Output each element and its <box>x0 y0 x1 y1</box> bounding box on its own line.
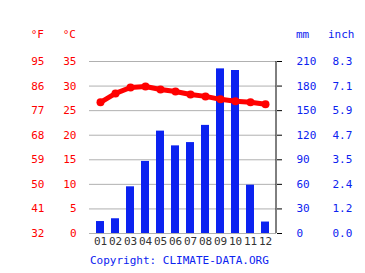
svg-text:4.7: 4.7 <box>333 129 353 142</box>
svg-text:5: 5 <box>70 202 77 215</box>
svg-text:06: 06 <box>169 235 182 248</box>
svg-text:60: 60 <box>297 178 310 191</box>
html-text:Copyright: CLIMATE-DATA.ORG: Copyright: CLIMATE-DATA.ORG <box>90 254 269 267</box>
svg-text:12: 12 <box>259 235 272 248</box>
svg-text:150: 150 <box>297 104 317 117</box>
svg-text:120: 120 <box>297 129 317 142</box>
svg-text:04: 04 <box>139 235 153 248</box>
svg-text:05: 05 <box>154 235 167 248</box>
svg-text:7.1: 7.1 <box>333 80 353 93</box>
svg-text:10: 10 <box>229 235 242 248</box>
svg-text:1.2: 1.2 <box>333 202 353 215</box>
svg-text:20: 20 <box>63 129 76 142</box>
svg-text:0: 0 <box>297 227 304 240</box>
svg-text:90: 90 <box>297 153 310 166</box>
svg-text:10: 10 <box>63 178 76 191</box>
svg-text:86: 86 <box>31 80 44 93</box>
html-text:°C: °C <box>62 28 76 41</box>
svg-text:35: 35 <box>63 55 76 68</box>
svg-text:3.5: 3.5 <box>333 153 353 166</box>
svg-text:0.0: 0.0 <box>333 227 353 240</box>
svg-text:5.9: 5.9 <box>333 104 353 117</box>
svg-text:59: 59 <box>31 153 44 166</box>
html-text:mm: mm <box>296 28 310 41</box>
html-text:°F: °F <box>30 28 44 41</box>
svg-text:32: 32 <box>31 227 44 240</box>
svg-text:180: 180 <box>297 80 317 93</box>
svg-text:68: 68 <box>31 129 44 142</box>
svg-text:25: 25 <box>63 104 76 117</box>
svg-text:30: 30 <box>297 202 310 215</box>
svg-text:50: 50 <box>31 178 44 191</box>
svg-text:02: 02 <box>109 235 122 248</box>
svg-text:07: 07 <box>184 235 197 248</box>
svg-text:03: 03 <box>124 235 137 248</box>
svg-text:95: 95 <box>31 55 44 68</box>
svg-text:0: 0 <box>70 227 77 240</box>
svg-text:30: 30 <box>63 80 76 93</box>
svg-text:77: 77 <box>31 104 44 117</box>
svg-text:01: 01 <box>94 235 107 248</box>
html-text:inch: inch <box>328 28 355 41</box>
svg-text:41: 41 <box>31 202 44 215</box>
svg-text:2.4: 2.4 <box>333 178 353 191</box>
svg-text:210: 210 <box>297 55 317 68</box>
svg-text:15: 15 <box>63 153 76 166</box>
svg-text:08: 08 <box>199 235 212 248</box>
svg-text:11: 11 <box>244 235 257 248</box>
svg-text:8.3: 8.3 <box>333 55 353 68</box>
svg-text:09: 09 <box>214 235 227 248</box>
